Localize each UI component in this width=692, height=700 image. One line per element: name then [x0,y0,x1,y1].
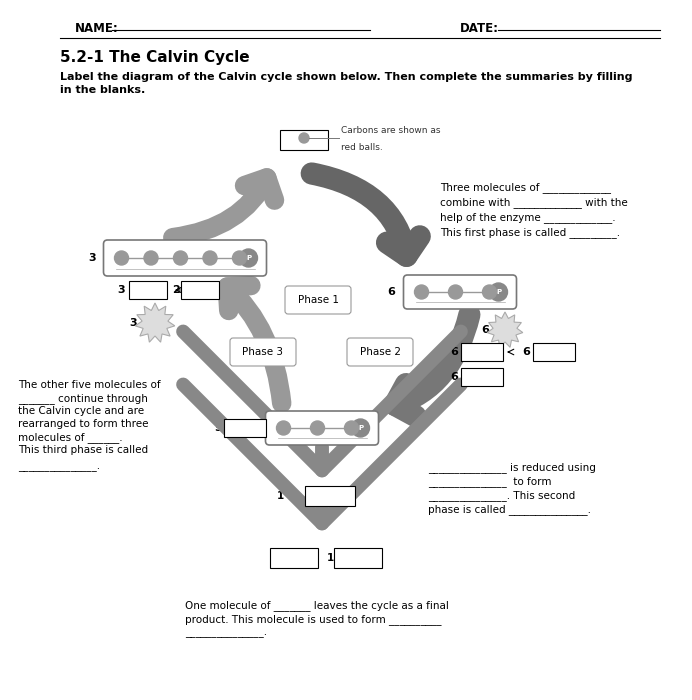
Circle shape [114,251,129,265]
Circle shape [203,251,217,265]
Circle shape [277,421,291,435]
Text: This third phase is called: This third phase is called [18,445,148,455]
FancyArrowPatch shape [394,315,469,416]
Text: 3: 3 [129,318,137,328]
Text: 6: 6 [481,325,489,335]
FancyBboxPatch shape [266,411,379,445]
Text: 6: 6 [522,347,530,357]
Text: The other five molecules of: The other five molecules of [18,380,161,390]
Text: P: P [496,289,501,295]
Text: 6: 6 [388,287,396,297]
Text: 3: 3 [118,285,125,295]
Text: Phase 2: Phase 2 [360,347,401,357]
Text: Label the diagram of the Calvin cycle shown below. Then complete the summaries b: Label the diagram of the Calvin cycle sh… [60,72,632,82]
Text: Phase 1: Phase 1 [298,295,338,305]
Bar [181,281,219,299]
Text: Three molecules of _____________: Three molecules of _____________ [440,182,611,193]
Text: _______________.: _______________. [18,462,100,472]
Text: NAME:: NAME: [75,22,119,35]
Text: rearranged to form three: rearranged to form three [18,419,149,429]
FancyBboxPatch shape [285,286,351,314]
Circle shape [144,251,158,265]
Text: molecules of ______.: molecules of ______. [18,432,122,443]
Text: help of the enzyme _____________.: help of the enzyme _____________. [440,212,616,223]
Circle shape [233,251,246,265]
Text: 1: 1 [277,491,284,501]
Text: 3: 3 [88,253,95,263]
FancyBboxPatch shape [347,338,413,366]
Text: _______________. This second: _______________. This second [428,490,575,501]
Circle shape [352,419,370,437]
Circle shape [299,133,309,143]
Bar [270,548,318,568]
Bar [280,130,328,150]
Bar [461,368,503,386]
Text: the Calvin cycle and are: the Calvin cycle and are [18,406,144,416]
Text: One molecule of _______ leaves the cycle as a final: One molecule of _______ leaves the cycle… [185,600,449,611]
Text: _______ continue through: _______ continue through [18,393,148,404]
Text: _______________ is reduced using: _______________ is reduced using [428,462,596,473]
Text: 6: 6 [450,347,458,357]
FancyArrowPatch shape [228,286,282,403]
Circle shape [415,285,428,299]
Circle shape [174,251,188,265]
Text: _______________.: _______________. [185,628,267,638]
FancyBboxPatch shape [403,275,516,309]
Text: 2: 2 [172,285,180,295]
Text: DATE:: DATE: [460,22,499,35]
Text: product. This molecule is used to form __________: product. This molecule is used to form _… [185,614,441,625]
Polygon shape [135,303,175,342]
Bar [533,343,575,361]
FancyBboxPatch shape [230,338,296,366]
Circle shape [311,421,325,435]
Text: 5: 5 [215,423,222,433]
Text: This first phase is called _________.: This first phase is called _________. [440,227,620,238]
Text: 5.2-1 The Calvin Cycle: 5.2-1 The Calvin Cycle [60,50,250,65]
Text: red balls.: red balls. [341,143,383,152]
Text: 6: 6 [250,423,257,433]
Bar [461,343,503,361]
Circle shape [482,285,496,299]
Text: Phase 3: Phase 3 [242,347,284,357]
Circle shape [239,249,257,267]
Bar [305,486,355,506]
Bar [129,281,167,299]
Bar [224,419,266,437]
Bar [334,548,382,568]
Circle shape [345,421,358,435]
Text: _______________  to form: _______________ to form [428,476,552,487]
Text: phase is called _______________.: phase is called _______________. [428,504,591,515]
Text: combine with _____________ with the: combine with _____________ with the [440,197,628,208]
Circle shape [489,283,507,301]
FancyArrowPatch shape [311,174,420,256]
Text: P: P [246,255,251,261]
FancyBboxPatch shape [104,240,266,276]
Polygon shape [487,312,523,347]
Text: in the blanks.: in the blanks. [60,85,145,95]
Text: P: P [358,425,363,431]
Text: 1: 1 [327,553,334,563]
Circle shape [448,285,462,299]
Text: Carbons are shown as: Carbons are shown as [341,126,441,135]
Text: 6: 6 [450,372,458,382]
FancyArrowPatch shape [173,178,275,238]
